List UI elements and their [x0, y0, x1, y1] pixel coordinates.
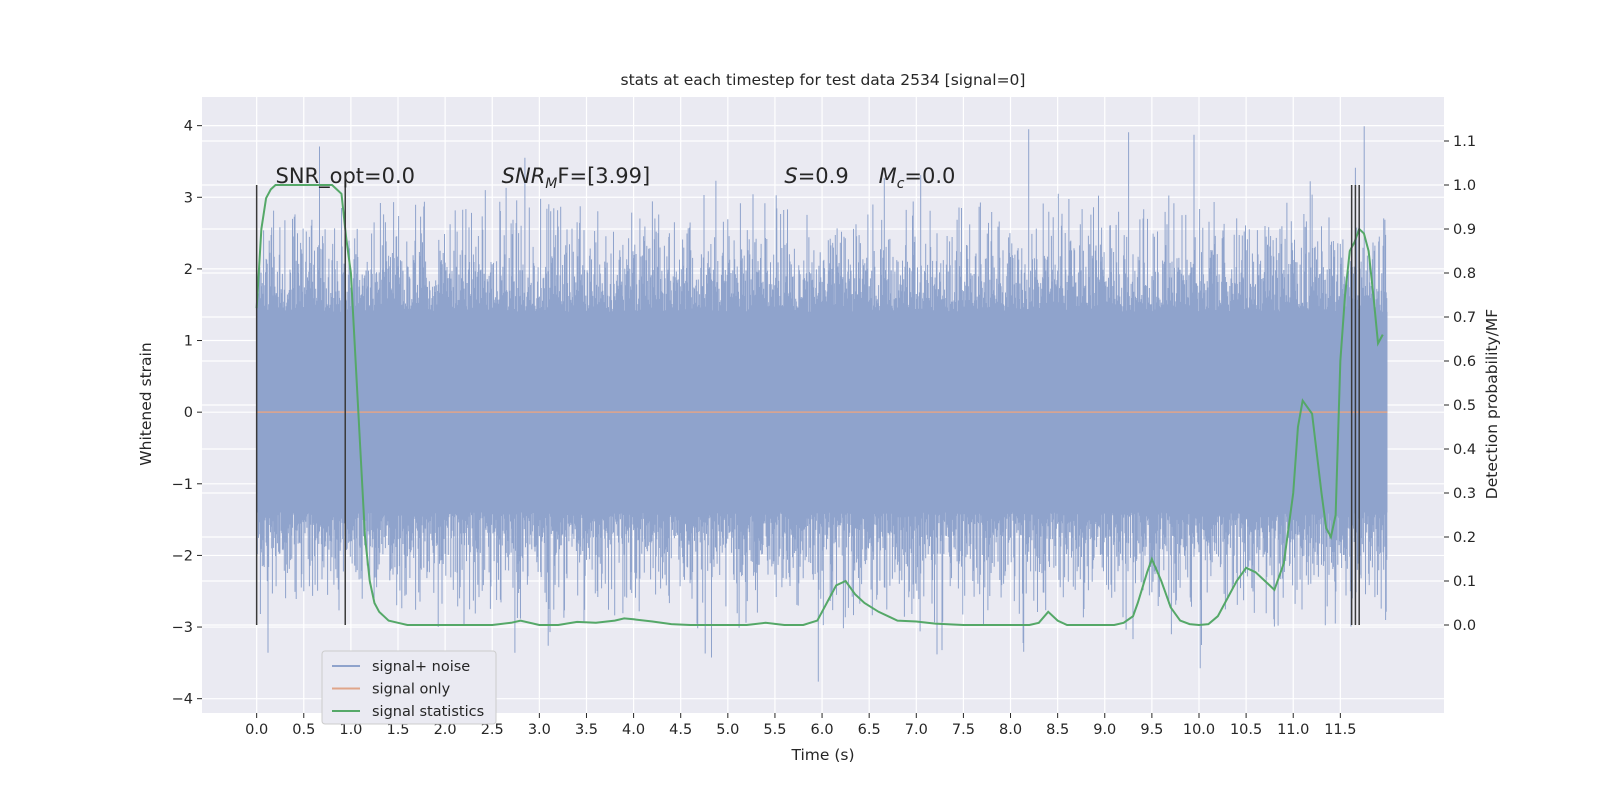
- y-tick-label-right: 0.4: [1453, 442, 1476, 458]
- signal-statistics-series: [255, 184, 1384, 627]
- annotation-rest: =0.9: [798, 164, 849, 188]
- y-tick-label-left: −2: [172, 548, 193, 564]
- y-tick-label-right: 0.6: [1453, 354, 1476, 370]
- x-tick-label: 7.0: [905, 722, 928, 738]
- annotation: SNRMF=[3.99]: [502, 164, 651, 192]
- x-tick-label: 6.0: [811, 722, 834, 738]
- x-tick-label: 11.0: [1277, 722, 1309, 738]
- annotations: SNR_opt=0.0 SNRMF=[3.99] S=0.9 Mc=0.0: [276, 164, 956, 192]
- x-tick-label: 1.5: [386, 722, 409, 738]
- x-tick-label: 8.5: [1046, 722, 1069, 738]
- x-tick-label: 0.5: [292, 722, 315, 738]
- x-tick-label: 11.5: [1324, 722, 1356, 738]
- y-axis-label-right: Detection probability/MF: [1483, 309, 1501, 500]
- x-tick-label: 9.5: [1140, 722, 1163, 738]
- legend-entry: signal statistics: [372, 704, 484, 720]
- annotation: SNR_opt=0.0: [276, 164, 416, 189]
- x-tick-label: 7.5: [952, 722, 975, 738]
- y-tick-label-right: 0.1: [1453, 574, 1476, 590]
- x-tick-label: 2.0: [434, 722, 457, 738]
- y-axis-label-left: Whitened strain: [137, 342, 155, 465]
- y-tick-label-left: 4: [184, 119, 193, 135]
- x-tick-label: 3.0: [528, 722, 551, 738]
- legend-box: [321, 650, 497, 725]
- y-tick-label-right: 0.7: [1453, 310, 1476, 326]
- y-tick-label-left: 0: [184, 405, 193, 421]
- y-tick-label-left: 1: [184, 334, 193, 350]
- annotation-main: M: [879, 164, 897, 188]
- x-tick-label: 9.0: [1093, 722, 1116, 738]
- x-tick-label: 4.5: [669, 722, 692, 738]
- annotation-main: SNR: [502, 164, 546, 188]
- annotation: S=0.9: [784, 164, 848, 188]
- y-tick-label-right: 0.3: [1453, 486, 1476, 502]
- annotation-rest: =0.0: [904, 164, 955, 188]
- x-axis-label: Time (s): [790, 746, 854, 764]
- y-tick-label-right: 0.8: [1453, 266, 1476, 282]
- y-tick-label-right: 0.5: [1453, 398, 1476, 414]
- axis-ticks: 0.0 0.5 1.0 1.5 2.0 2.5 3.0 3.5 4.0 4.5 5.0 5.5 6.0 6…: [172, 119, 1476, 738]
- x-tick-label: 3.5: [575, 722, 598, 738]
- annotation: Mc=0.0: [879, 164, 956, 192]
- annotation-rest: F=[3.99]: [557, 164, 650, 188]
- y-tick-label-right: 0.2: [1453, 530, 1476, 546]
- vertical-markers: [255, 185, 1360, 625]
- x-tick-label: 5.5: [763, 722, 786, 738]
- x-tick-label: 5.0: [716, 722, 739, 738]
- legend-entry: signal+ noise: [372, 659, 470, 675]
- x-tick-label: 6.5: [858, 722, 881, 738]
- y-tick-label-left: −1: [172, 477, 193, 493]
- x-tick-label: 0.0: [245, 722, 268, 738]
- x-tick-label: 1.0: [339, 722, 362, 738]
- x-tick-label: 10.0: [1183, 722, 1215, 738]
- annotation-main: SNR_opt=0.0: [276, 164, 416, 189]
- y-tick-label-right: 0.9: [1453, 222, 1476, 238]
- x-tick-label: 10.5: [1230, 722, 1262, 738]
- y-tick-label-left: −4: [172, 692, 193, 708]
- x-tick-label: 2.5: [481, 722, 504, 738]
- annotation-subscript: c: [897, 176, 905, 192]
- x-tick-label: 8.0: [999, 722, 1022, 738]
- y-tick-label-left: 3: [184, 190, 193, 206]
- y-tick-label-right: 0.0: [1453, 618, 1476, 634]
- legend: signal+ noise signal only signal statistic…: [321, 650, 497, 725]
- chart-title: stats at each timestep for test data 253…: [621, 71, 1026, 89]
- annotation-main: S: [784, 164, 797, 188]
- legend-entry: signal only: [372, 682, 451, 698]
- y-tick-label-left: −3: [172, 620, 193, 636]
- y-tick-label-right: 1.0: [1453, 178, 1476, 194]
- y-tick-label-left: 2: [184, 262, 193, 278]
- annotation-subscript: M: [545, 176, 557, 192]
- signal-statistics-line: [255, 184, 1384, 627]
- y-tick-label-right: 1.1: [1453, 134, 1476, 150]
- x-tick-label: 4.0: [622, 722, 645, 738]
